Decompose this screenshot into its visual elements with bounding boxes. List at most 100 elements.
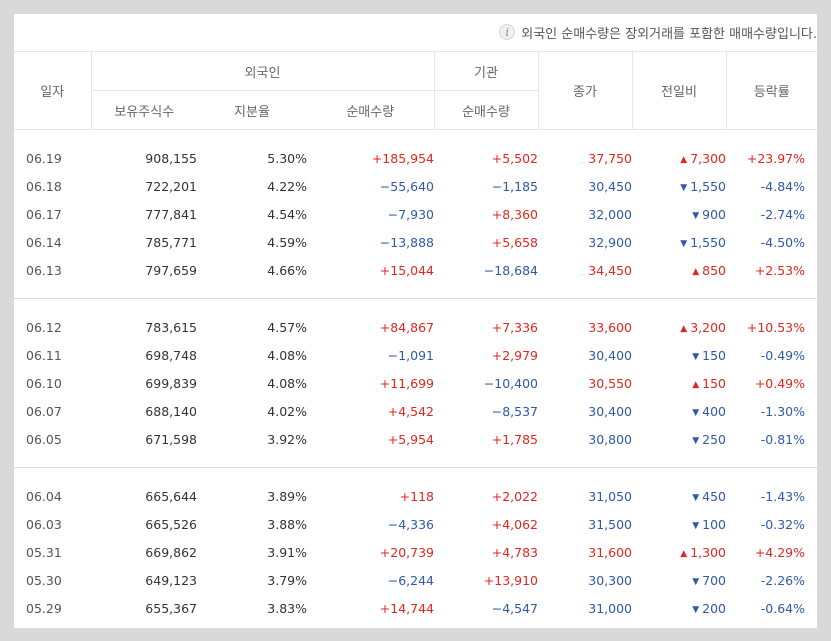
date-cell: 06.03 — [26, 516, 62, 532]
notice-text: 외국인 순매수량은 장외거래를 포함한 매매수량입니다. — [521, 26, 817, 42]
holdings-cell: 699,839 — [145, 375, 197, 391]
holdings-cell: 665,526 — [145, 516, 197, 532]
inst-net-cell: +5,658 — [491, 234, 538, 250]
share-cell: 4.22% — [267, 178, 307, 194]
triangle-down-icon: ▼ — [680, 182, 688, 193]
header-share: 지분율 — [197, 90, 307, 130]
change-cell: ▼ 1,550 — [632, 228, 726, 256]
triangle-down-icon: ▼ — [692, 604, 700, 615]
foreign-net-cell: +84,867 — [379, 319, 434, 335]
foreign-net-cell: +15,044 — [379, 262, 434, 278]
foreign-net-cell: +118 — [399, 488, 434, 504]
close-cell: 30,300 — [588, 572, 632, 588]
change-value: 200 — [702, 600, 726, 616]
triangle-down-icon: ▼ — [692, 520, 700, 531]
rate-cell: -1.43% — [760, 488, 805, 504]
triangle-down-icon: ▼ — [692, 407, 700, 418]
triangle-up-icon: ▲ — [680, 548, 688, 559]
share-cell: 3.91% — [267, 544, 307, 560]
foreign-net-cell: +5,954 — [387, 431, 434, 447]
change-value: 150 — [702, 347, 726, 363]
foreign-net-cell: −7,930 — [387, 206, 434, 222]
change-value: 1,550 — [690, 178, 726, 194]
inst-net-cell: −1,185 — [491, 178, 538, 194]
foreign-net-cell: +4,542 — [387, 403, 434, 419]
change-value: 100 — [702, 516, 726, 532]
table-row: 05.29 655,367 3.83% +14,744 −4,547 31,000 ▼ 200… — [14, 594, 817, 622]
header-foreign: 외국인 — [90, 51, 434, 91]
change-cell: ▼ 200 — [632, 594, 726, 622]
table-row: 06.11 698,748 4.08% −1,091 +2,979 30,400 ▼ 150-… — [14, 341, 817, 369]
share-cell: 3.92% — [267, 431, 307, 447]
rate-cell: +2.53% — [754, 262, 805, 278]
share-cell: 4.02% — [267, 403, 307, 419]
close-cell: 31,500 — [588, 516, 632, 532]
inst-net-cell: +4,783 — [491, 544, 538, 560]
holdings-cell: 722,201 — [145, 178, 197, 194]
close-cell: 32,900 — [588, 234, 632, 250]
share-cell: 3.79% — [267, 572, 307, 588]
trading-table: 일자 외국인 기관 종가 전일비 등락률 보유주식수 지분율 순매수량 순매수량… — [14, 51, 817, 628]
change-cell: ▼ 1,550 — [632, 172, 726, 200]
holdings-cell: 785,771 — [145, 234, 197, 250]
inst-net-cell: −4,547 — [491, 600, 538, 616]
holdings-cell: 655,367 — [145, 600, 197, 616]
close-cell: 30,450 — [588, 178, 632, 194]
date-cell: 06.14 — [26, 234, 62, 250]
holdings-cell: 671,598 — [145, 431, 197, 447]
foreign-net-cell: −1,091 — [387, 347, 434, 363]
table-row: 06.05 671,598 3.92% +5,954 +1,785 30,800 ▼ 250-… — [14, 425, 817, 453]
change-value: 1,300 — [690, 544, 726, 560]
change-cell: ▲ 7,300 — [632, 144, 726, 172]
close-cell: 30,400 — [588, 347, 632, 363]
table-row: 06.03 665,526 3.88% −4,336 +4,062 31,500 ▼ 100-… — [14, 510, 817, 538]
change-cell: ▲ 3,200 — [632, 313, 726, 341]
foreign-net-cell: +20,739 — [379, 544, 434, 560]
date-cell: 06.13 — [26, 262, 62, 278]
rate-cell: -1.30% — [760, 403, 805, 419]
header-foreign-net: 순매수량 — [307, 90, 434, 130]
rate-cell: -0.81% — [760, 431, 805, 447]
change-cell: ▼ 100 — [632, 510, 726, 538]
share-cell: 4.66% — [267, 262, 307, 278]
triangle-up-icon: ▲ — [692, 379, 700, 390]
header-date: 일자 — [14, 51, 91, 130]
table-row: 06.13 797,659 4.66% +15,044 −18,684 34,450 ▲ 85… — [14, 256, 817, 284]
date-cell: 06.19 — [26, 150, 62, 166]
change-cell: ▼ 250 — [632, 425, 726, 453]
inst-net-cell: +4,062 — [491, 516, 538, 532]
change-value: 7,300 — [690, 150, 726, 166]
inst-net-cell: +2,979 — [491, 347, 538, 363]
inst-net-cell: +1,785 — [491, 431, 538, 447]
change-value: 700 — [702, 572, 726, 588]
triangle-up-icon: ▲ — [680, 154, 688, 165]
rate-cell: -0.49% — [760, 347, 805, 363]
change-cell: ▼ 700 — [632, 566, 726, 594]
change-cell: ▲ 1,300 — [632, 538, 726, 566]
header-institution: 기관 — [433, 51, 538, 91]
rate-cell: +23.97% — [746, 150, 805, 166]
investor-trading-panel: i 외국인 순매수량은 장외거래를 포함한 매매수량입니다. 일자 외국인 기관… — [14, 14, 817, 628]
date-cell: 06.17 — [26, 206, 62, 222]
close-cell: 34,450 — [588, 262, 632, 278]
change-cell: ▼ 900 — [632, 200, 726, 228]
date-cell: 06.18 — [26, 178, 62, 194]
rate-cell: -4.50% — [760, 234, 805, 250]
date-cell: 05.30 — [26, 572, 62, 588]
date-cell: 06.10 — [26, 375, 62, 391]
triangle-down-icon: ▼ — [680, 238, 688, 249]
header-close: 종가 — [537, 51, 632, 130]
rate-cell: -2.74% — [760, 206, 805, 222]
table-row: 06.07 688,140 4.02% +4,542 −8,537 30,400 ▼ 400-… — [14, 397, 817, 425]
inst-net-cell: +2,022 — [491, 488, 538, 504]
date-cell: 05.31 — [26, 544, 62, 560]
close-cell: 37,750 — [588, 150, 632, 166]
header-rate: 등락률 — [725, 51, 817, 130]
close-cell: 32,000 — [588, 206, 632, 222]
rate-cell: -2.26% — [760, 572, 805, 588]
share-cell: 4.54% — [267, 206, 307, 222]
rate-cell: +0.49% — [754, 375, 805, 391]
inst-net-cell: −8,537 — [491, 403, 538, 419]
header-inst-net: 순매수량 — [433, 90, 538, 130]
share-cell: 3.88% — [267, 516, 307, 532]
